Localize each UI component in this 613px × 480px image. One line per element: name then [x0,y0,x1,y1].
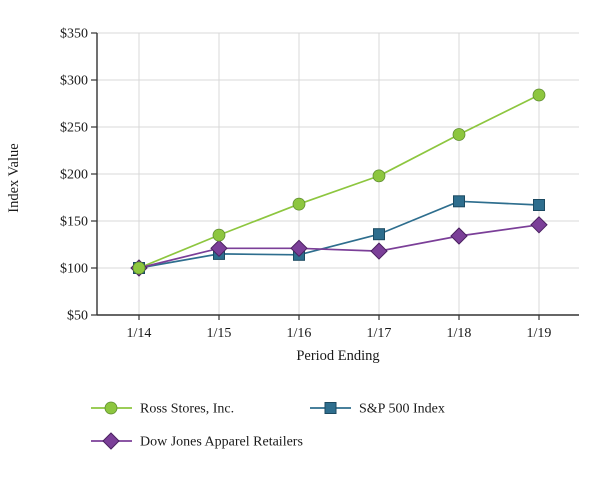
svg-text:Dow Jones Apparel Retailers: Dow Jones Apparel Retailers [140,435,303,450]
svg-text:1/15: 1/15 [207,326,232,341]
svg-text:$200: $200 [60,168,88,183]
svg-text:1/17: 1/17 [367,326,392,341]
svg-text:$150: $150 [60,215,88,230]
svg-text:1/16: 1/16 [287,326,312,341]
svg-text:$100: $100 [60,262,88,277]
svg-text:1/14: 1/14 [127,326,152,341]
svg-text:1/18: 1/18 [447,326,472,341]
svg-text:Index Value: Index Value [6,143,22,212]
svg-text:$300: $300 [60,74,88,89]
svg-text:$50: $50 [67,309,88,324]
svg-text:1/19: 1/19 [527,326,552,341]
svg-text:$250: $250 [60,121,88,136]
svg-text:Period Ending: Period Ending [296,348,379,364]
svg-text:Ross Stores, Inc.: Ross Stores, Inc. [140,402,234,417]
svg-text:$350: $350 [60,27,88,42]
svg-text:S&P 500 Index: S&P 500 Index [359,402,445,417]
